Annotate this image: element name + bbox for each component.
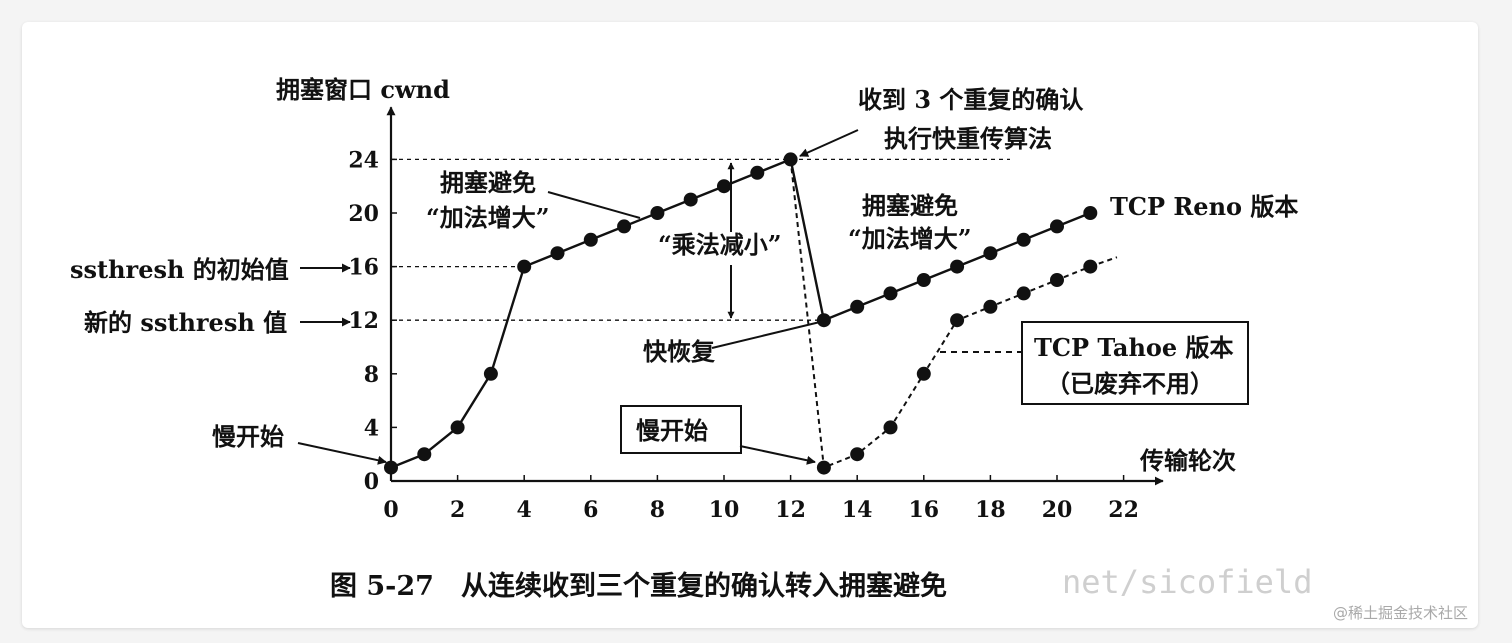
data-point-reno (450, 420, 465, 435)
y-tick-label: 12 (348, 308, 379, 334)
x-tick-label: 6 (583, 497, 598, 523)
fast-retransmit-arrow (799, 129, 859, 157)
y-tick-label: 20 (348, 201, 379, 227)
congestion-avoidance-label-2a: 拥塞避免 (862, 191, 958, 220)
data-point-reno (550, 246, 565, 261)
data-point-reno (417, 447, 432, 462)
data-point-reno (850, 299, 865, 314)
x-axis-label: 传输轮次 (1139, 446, 1236, 475)
data-point-tahoe (1016, 286, 1031, 301)
data-point-reno (916, 273, 931, 287)
data-point-reno (1050, 219, 1064, 234)
figure-caption: 图 5-27 从连续收到三个重复的确认转入拥塞避免 (330, 570, 947, 602)
data-point-tahoe (850, 447, 865, 462)
y-tick-label: 0 (364, 469, 379, 495)
data-point-reno (617, 219, 632, 234)
y-tick-label: 16 (348, 255, 379, 281)
data-point-tahoe (916, 366, 931, 381)
x-tick-label: 14 (842, 497, 873, 523)
slow-start-arrow-2 (739, 445, 816, 465)
tahoe-label-1: TCP Tahoe 版本 (1034, 333, 1234, 362)
data-point-reno (750, 165, 765, 180)
congestion-avoidance-label-2b: “加法增大” (848, 224, 972, 253)
slow-start-label-2: 慢开始 (636, 416, 708, 445)
y-axis-label: 拥塞窗口 cwnd (276, 75, 450, 104)
y-tick-label: 8 (364, 362, 379, 388)
fast-retransmit-label-2: 执行快重传算法 (884, 124, 1052, 153)
data-point-reno (384, 460, 398, 475)
x-tick-label: 4 (517, 497, 532, 523)
fast-recovery-pointer (711, 321, 821, 349)
watermark: net/sicofield (1062, 563, 1312, 601)
series-line-reno (390, 157, 1091, 469)
congestion-avoidance-label-1a: 拥塞避免 (440, 168, 536, 197)
x-tick-label: 2 (450, 497, 465, 523)
ssthresh-new-label: 新的 ssthresh 值 (84, 308, 287, 337)
data-point-reno (650, 206, 665, 220)
data-point-reno (983, 246, 998, 261)
site-watermark: @稀土掘金技术社区 (1333, 604, 1468, 622)
reno-label: TCP Reno 版本 (1110, 192, 1298, 221)
ssthresh-initial-label: ssthresh 的初始值 (70, 255, 289, 284)
fast-recovery-label: 快恢复 (643, 337, 716, 366)
y-tick-label: 4 (364, 415, 379, 441)
slow-start-arrow-1 (297, 442, 387, 465)
x-tick-label: 22 (1108, 497, 1139, 523)
data-point-reno (883, 286, 898, 301)
data-point-tahoe (816, 460, 831, 475)
data-point-tahoe (1083, 259, 1098, 274)
slow-start-box-2 (620, 405, 742, 454)
y-tick-label: 24 (348, 147, 379, 173)
tahoe-box (1021, 321, 1249, 405)
data-point-tahoe (883, 420, 898, 435)
x-tick-label: 8 (650, 497, 665, 523)
series-line-tahoe (789, 159, 1091, 470)
x-tick-label: 12 (775, 497, 806, 523)
data-point-tahoe (1050, 273, 1064, 287)
data-point-reno (816, 313, 831, 328)
data-point-reno (1016, 232, 1031, 247)
data-point-reno (683, 192, 698, 207)
x-tick-label: 16 (908, 497, 939, 523)
data-point-reno (517, 259, 532, 274)
data-point-reno (1083, 206, 1098, 220)
fast-retransmit-label-1: 收到 3 个重复的确认 (858, 85, 1083, 114)
x-tick-label: 0 (383, 497, 398, 523)
slow-start-label-1: 慢开始 (212, 422, 284, 451)
x-tick-label: 18 (975, 497, 1006, 523)
data-point-tahoe (950, 313, 965, 328)
data-point-reno (583, 232, 598, 247)
data-point-reno (483, 366, 498, 381)
figure-card: 0 2 4 6 8 10 12 14 16 18 20 22 0 4 8 12 16 20 24 拥塞窗口 cwnd… (22, 22, 1478, 628)
data-point-reno (783, 152, 798, 167)
multiplicative-decrease-label: “乘法减小” (658, 230, 782, 259)
x-tick-label: 20 (1042, 497, 1073, 523)
tahoe-label-2: （已废弃不用） (1046, 369, 1214, 398)
data-point-reno (950, 259, 965, 274)
congestion-avoidance-pointer-1 (547, 191, 641, 219)
data-point-reno (717, 179, 731, 194)
x-tick-label: 10 (709, 497, 740, 523)
congestion-avoidance-label-1b: “加法增大” (426, 203, 550, 232)
data-point-tahoe (983, 299, 998, 314)
